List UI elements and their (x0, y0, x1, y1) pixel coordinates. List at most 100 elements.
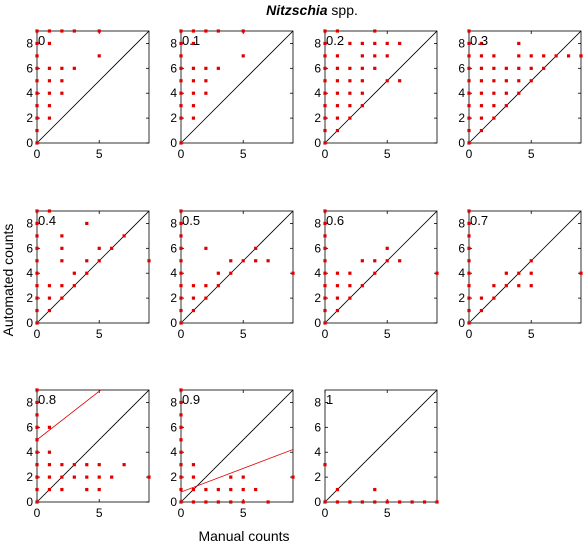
data-point (467, 116, 471, 120)
data-point (467, 221, 471, 226)
panel-label: 0.4 (38, 213, 56, 228)
x-tick-label: 5 (384, 506, 391, 520)
data-point (35, 91, 39, 95)
data-point (97, 475, 101, 479)
data-point (335, 116, 340, 120)
data-point (373, 29, 377, 33)
panel-label: 0.9 (182, 392, 200, 407)
data-point (492, 79, 496, 83)
data-point (229, 475, 233, 479)
data-point (85, 463, 89, 467)
data-point (360, 41, 364, 46)
data-point (60, 475, 64, 479)
y-tick-label: 0 (26, 495, 33, 509)
y-tick-label: 4 (170, 266, 177, 280)
data-point (97, 259, 101, 263)
axes-box (180, 389, 294, 503)
data-point (467, 284, 471, 288)
data-point (35, 66, 39, 70)
plot-area (325, 211, 437, 323)
data-point (373, 271, 377, 275)
data-point (35, 54, 39, 58)
panel-label: 0.1 (182, 33, 200, 48)
data-point (266, 259, 270, 263)
data-point (335, 271, 340, 275)
panel-11: 0 2 4 6 8 0 5 1 (314, 389, 439, 520)
data-point (60, 463, 64, 467)
data-point (241, 487, 245, 492)
panel-3: 0 2 4 6 8 0 5 0.2 (314, 29, 438, 161)
data-point (35, 487, 39, 492)
data-point (529, 259, 533, 263)
data-point (385, 54, 389, 58)
data-point (60, 296, 64, 300)
y-tick-label: 2 (26, 470, 33, 484)
data-point (179, 141, 183, 145)
x-tick-label: 0 (178, 506, 185, 520)
data-point (47, 116, 52, 120)
plot-area (181, 31, 293, 143)
data-point (467, 246, 471, 250)
data-point (216, 487, 220, 492)
data-point (216, 66, 220, 70)
data-point (479, 54, 484, 58)
data-point (323, 284, 327, 288)
data-point (241, 29, 245, 33)
data-point (335, 128, 340, 133)
data-point (179, 463, 183, 467)
data-point (492, 116, 496, 120)
identity-line (325, 31, 437, 143)
data-point (179, 234, 183, 238)
panel-8: 0 2 4 6 8 0 5 0.7 (458, 209, 583, 341)
y-tick-label: 4 (26, 266, 33, 280)
plot-area (325, 31, 437, 143)
data-point (72, 271, 76, 275)
data-point (229, 259, 233, 263)
y-tick-label: 8 (314, 216, 321, 230)
data-point (467, 104, 471, 108)
y-tick-label: 2 (170, 470, 177, 484)
data-point (179, 400, 183, 405)
data-point (479, 91, 484, 95)
identity-line (181, 31, 293, 143)
data-point (204, 66, 208, 70)
data-point (323, 221, 327, 226)
axes-box (180, 210, 294, 324)
data-point (72, 29, 76, 33)
data-point (529, 66, 533, 70)
data-point (35, 450, 39, 454)
data-point (360, 259, 364, 263)
identity-line (37, 390, 149, 502)
plot-area (37, 31, 149, 143)
y-tick-label: 8 (314, 36, 321, 50)
data-point (179, 104, 183, 108)
data-point (467, 209, 471, 213)
panel-label: 0.8 (38, 392, 56, 407)
data-point (479, 308, 484, 313)
data-point (254, 259, 258, 263)
data-point (373, 66, 377, 70)
data-point (373, 54, 377, 58)
y-tick-label: 0 (170, 316, 177, 330)
data-point (398, 79, 402, 83)
data-point (35, 388, 39, 392)
data-point (47, 79, 52, 83)
data-point (291, 271, 295, 275)
data-point (335, 104, 340, 108)
panel-6: 0 2 4 6 8 0 5 0.5 (170, 209, 295, 341)
y-tick-label: 4 (26, 445, 33, 459)
x-tick-label: 0 (34, 506, 41, 520)
data-point (179, 221, 183, 226)
data-point (229, 500, 233, 504)
data-point (504, 91, 508, 95)
x-tick-label: 0 (178, 327, 185, 341)
identity-line (325, 211, 437, 323)
data-point (179, 284, 183, 288)
data-point (467, 29, 471, 33)
data-point (179, 487, 183, 492)
x-tick-label: 5 (96, 506, 103, 520)
data-point (204, 79, 208, 83)
x-tick-label: 5 (528, 147, 535, 161)
data-point (35, 425, 39, 429)
